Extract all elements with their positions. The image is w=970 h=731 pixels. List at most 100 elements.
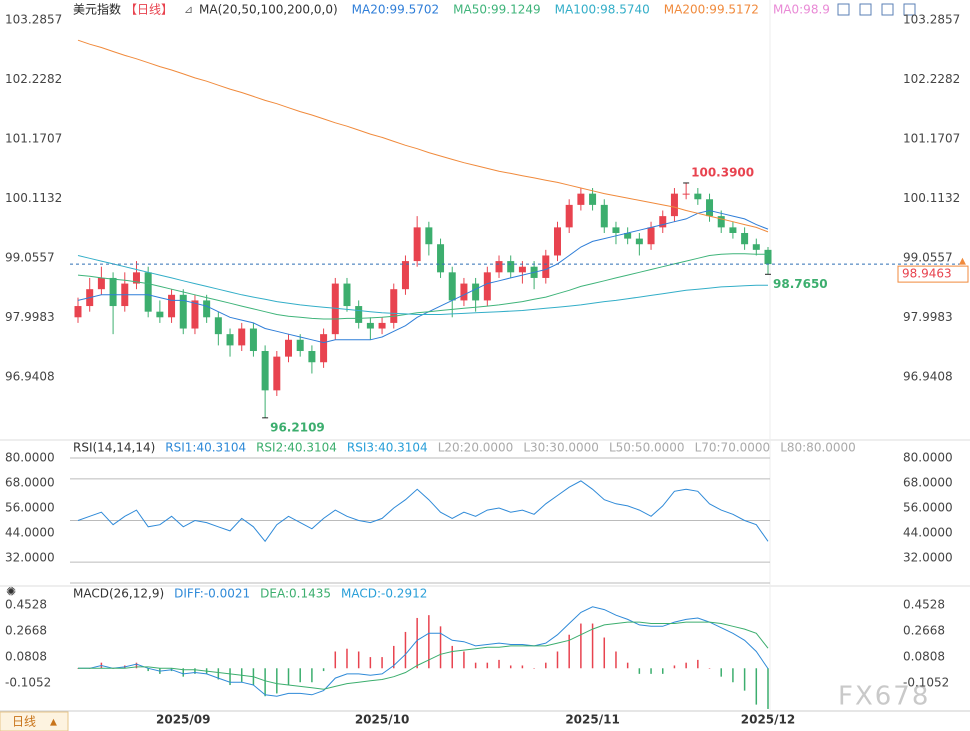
y-tick-label: 97.9983 (903, 310, 953, 324)
candle-body (401, 261, 409, 290)
y-tick-label: 102.2282 (903, 72, 960, 86)
candle-body (238, 328, 246, 346)
candle-body (483, 272, 491, 301)
candle-body (694, 193, 702, 200)
histogram-bar (311, 668, 313, 683)
candle-body (308, 351, 316, 363)
y-tick-label: 96.9408 (5, 369, 55, 383)
legend-entry: MA50:99.1249 (453, 3, 541, 17)
macd-icon: ✺ (6, 585, 16, 599)
candle-body (226, 334, 234, 346)
candle-body (390, 289, 398, 323)
candle-body (553, 227, 561, 256)
x-tick-label: 2025/09 (156, 713, 210, 727)
y-tick-label: 0.2668 (5, 623, 47, 637)
legend-entry: RSI3:40.3104 (347, 441, 428, 455)
icon[interactable] (837, 3, 850, 16)
icon[interactable] (903, 3, 916, 16)
x-tick-label: 2025/10 (355, 713, 409, 727)
histogram-bar (474, 662, 477, 669)
histogram-bar (720, 668, 722, 677)
histogram-bar (767, 668, 769, 709)
histogram-bar (428, 615, 430, 669)
histogram-bar (299, 668, 301, 683)
legend-entry: DIFF:-0.0021 (174, 587, 250, 601)
y-tick-label: 99.0557 (903, 250, 953, 264)
candle-body (249, 328, 257, 352)
histogram-bar (521, 665, 524, 669)
histogram-bar (603, 637, 606, 669)
candle-body (507, 261, 515, 273)
candle-body (366, 322, 374, 329)
icon[interactable] (859, 3, 872, 16)
candle-body (542, 255, 550, 278)
histogram-bar (217, 668, 220, 680)
candle-body (624, 232, 632, 239)
histogram-bar (404, 631, 407, 669)
series-line (78, 621, 769, 690)
y-tick-label: 44.0000 (903, 526, 953, 540)
candle-body (355, 306, 363, 323)
watermark: FX678 (838, 682, 930, 712)
toolbar-icons[interactable] (837, 3, 916, 16)
histogram-bar (556, 651, 559, 669)
icon[interactable] (881, 3, 894, 16)
annotation-label: 96.2109 (270, 420, 325, 434)
histogram-bar (509, 665, 512, 669)
y-tick-label: 103.2857 (5, 13, 62, 27)
series-line (77, 39, 769, 233)
histogram-bar (264, 668, 266, 697)
candle-body (203, 300, 211, 318)
histogram-bar (322, 668, 325, 672)
period-button-arrow[interactable]: ▲ (50, 718, 57, 728)
period-button-label[interactable]: 日线 (12, 715, 36, 729)
candle-body (132, 272, 140, 284)
candle-body (144, 272, 152, 312)
legend-entry: L20:20.0000 (438, 441, 514, 455)
candle-body (448, 272, 456, 301)
y-tick-label: 100.1132 (903, 191, 960, 205)
histogram-bar (743, 668, 746, 691)
y-tick-label: -0.1052 (5, 675, 51, 689)
legend-entry: L70:70.0000 (695, 441, 771, 455)
legend-entry: L50:50.0000 (609, 441, 685, 455)
period-button[interactable] (0, 711, 69, 731)
x-tick-label: 2025/12 (741, 713, 795, 727)
histogram-bar (357, 651, 360, 669)
last-price-box (897, 265, 969, 283)
annotation-label: 100.3900 (691, 165, 754, 179)
last-price-arrow: ▲ (959, 257, 966, 267)
candle-body (635, 238, 643, 245)
legend-entry: MA100:98.5740 (555, 3, 650, 17)
indicator-title: MACD(26,12,9) (73, 587, 164, 601)
candle-body (214, 317, 222, 335)
y-tick-label: 0.4528 (5, 597, 47, 611)
y-tick-label: -0.1052 (903, 675, 949, 689)
period-label: 【日线】 (125, 3, 173, 17)
candle-body (659, 216, 667, 228)
histogram-bar (697, 659, 699, 669)
candle-body (565, 204, 573, 228)
histogram-bar (545, 662, 547, 669)
candle-body (682, 193, 690, 195)
histogram-bar (568, 634, 570, 669)
legend-entry: RSI1:40.3104 (165, 441, 246, 455)
histogram-bar (638, 668, 641, 674)
y-tick-label: 101.1707 (5, 132, 62, 146)
histogram-bar (580, 623, 582, 669)
candle-body (261, 351, 269, 391)
legend-entry: RSI2:40.3104 (256, 441, 337, 455)
series-line (78, 606, 769, 697)
series-line (77, 480, 769, 543)
legend-entry: MA200:99.5172 (664, 3, 759, 17)
histogram-bar (626, 662, 629, 669)
histogram-bar (276, 668, 278, 694)
y-tick-label: 101.1707 (903, 132, 960, 146)
histogram-bar (135, 662, 138, 669)
candle-body (343, 283, 351, 307)
histogram-bar (755, 668, 758, 705)
histogram-bar (451, 645, 453, 669)
y-tick-label: 102.2282 (5, 72, 62, 86)
